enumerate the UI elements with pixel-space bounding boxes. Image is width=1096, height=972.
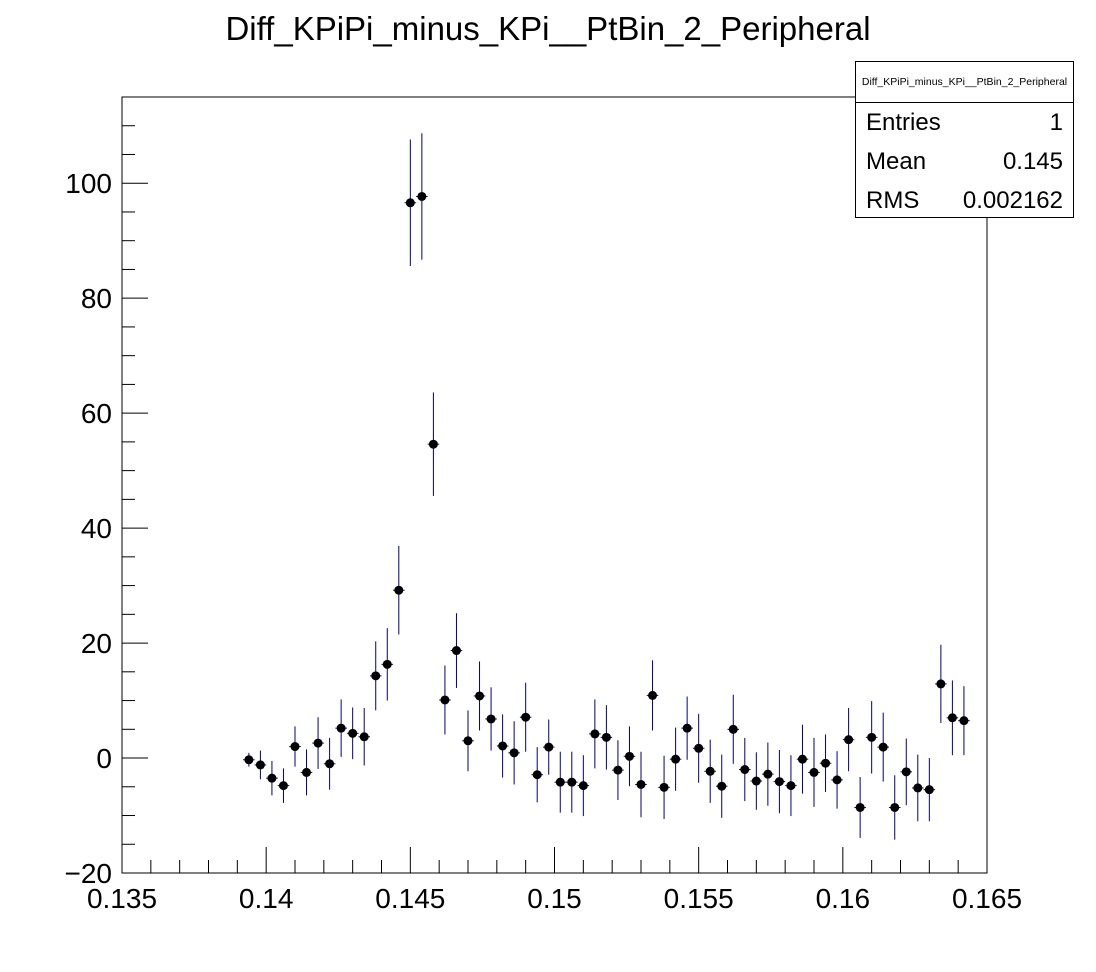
- data-point: [613, 765, 623, 775]
- data-point: [244, 755, 254, 765]
- data-point: [751, 776, 761, 786]
- data-point: [774, 777, 784, 787]
- data-point: [498, 741, 508, 751]
- stats-box: Diff_KPiPi_minus_KPi__PtBin_2_Peripheral…: [855, 61, 1074, 218]
- data-point: [924, 785, 934, 795]
- data-point: [913, 783, 923, 793]
- data-point: [290, 742, 300, 752]
- y-tick-label: 0: [96, 743, 112, 774]
- data-point: [659, 782, 669, 792]
- data-point: [648, 690, 658, 700]
- stats-value: 1: [1049, 109, 1063, 136]
- data-point: [878, 742, 888, 752]
- stats-name: Diff_KPiPi_minus_KPi__PtBin_2_Peripheral: [856, 62, 1073, 103]
- data-point: [936, 679, 946, 689]
- data-point: [636, 779, 646, 789]
- data-point: [797, 754, 807, 764]
- data-point: [451, 646, 461, 656]
- data-point: [809, 767, 819, 777]
- data-point: [486, 714, 496, 724]
- data-point: [267, 773, 277, 783]
- data-point: [382, 659, 392, 669]
- data-point: [532, 770, 542, 780]
- data-point: [855, 802, 865, 812]
- data-point: [278, 781, 288, 791]
- x-tick-label: 0.165: [952, 883, 1022, 914]
- data-point: [947, 713, 957, 723]
- data-point: [509, 748, 519, 758]
- data-point: [901, 767, 911, 777]
- stats-row-mean: Mean 0.145: [856, 142, 1073, 181]
- data-point: [705, 766, 715, 776]
- data-point: [371, 671, 381, 681]
- data-point: [325, 759, 335, 769]
- data-point: [578, 781, 588, 791]
- data-point: [336, 723, 346, 733]
- data-point: [405, 198, 415, 208]
- stats-key: RMS: [866, 187, 920, 214]
- y-tick-label: 60: [81, 398, 112, 429]
- data-point: [313, 738, 323, 748]
- x-tick-label: 0.135: [87, 883, 157, 914]
- stats-key: Entries: [866, 109, 941, 136]
- data-point: [463, 736, 473, 746]
- stats-value: 0.002162: [962, 187, 1063, 214]
- data-point: [302, 767, 312, 777]
- data-point: [601, 732, 611, 742]
- data-point: [890, 802, 900, 812]
- x-tick-label: 0.14: [239, 883, 294, 914]
- data-point: [959, 716, 969, 726]
- data-point: [440, 695, 450, 705]
- stats-row-rms: RMS 0.002162: [856, 181, 1073, 220]
- data-point: [867, 732, 877, 742]
- data-point: [821, 758, 831, 768]
- data-point: [394, 585, 404, 595]
- x-tick-label: 0.16: [816, 883, 871, 914]
- chart-title: Diff_KPiPi_minus_KPi__PtBin_2_Peripheral: [225, 10, 871, 47]
- stats-key: Mean: [866, 148, 927, 175]
- data-point: [255, 760, 265, 770]
- data-point: [786, 781, 796, 791]
- stats-value: 0.145: [1002, 148, 1063, 175]
- data-point: [671, 754, 681, 764]
- y-tick-label: 80: [81, 283, 112, 314]
- x-tick-label: 0.15: [527, 883, 582, 914]
- data-point: [417, 191, 427, 201]
- data-point: [740, 765, 750, 775]
- data-point: [544, 742, 554, 752]
- y-tick-label: 40: [81, 513, 112, 544]
- y-tick-label: −20: [65, 858, 113, 889]
- x-tick-label: 0.155: [664, 883, 734, 914]
- data-point: [624, 751, 634, 761]
- data-point: [359, 732, 369, 742]
- data-point: [348, 728, 358, 738]
- data-point: [844, 735, 854, 745]
- x-tick-label: 0.145: [375, 883, 445, 914]
- data-point: [832, 775, 842, 785]
- y-tick-label: 20: [81, 628, 112, 659]
- data-point: [590, 729, 600, 739]
- data-point: [682, 723, 692, 733]
- data-point: [728, 724, 738, 734]
- data-point: [428, 439, 438, 449]
- data-point: [555, 777, 565, 787]
- data-point: [475, 691, 485, 701]
- data-point: [567, 777, 577, 787]
- data-point: [763, 769, 773, 779]
- data-point: [694, 743, 704, 753]
- data-point: [717, 781, 727, 791]
- data-point: [521, 712, 531, 722]
- y-tick-label: 100: [65, 168, 112, 199]
- stats-row-entries: Entries 1: [856, 103, 1073, 142]
